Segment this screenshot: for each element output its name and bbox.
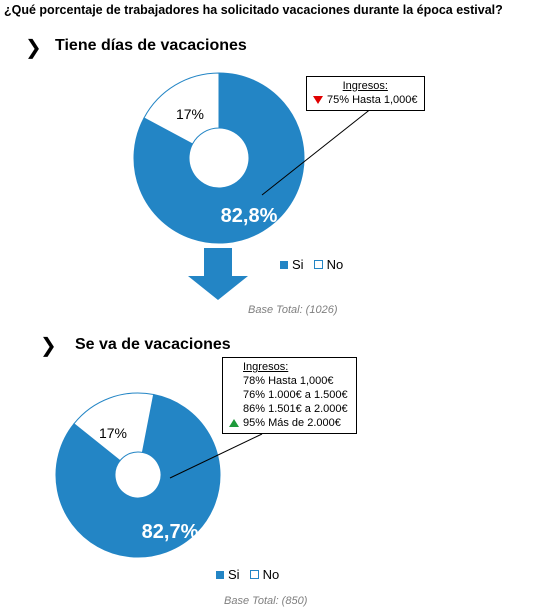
donut-chart-1: 82,8% 17% xyxy=(133,72,305,244)
data-label-si: 82,7% xyxy=(142,521,199,543)
data-label-no: 17% xyxy=(99,425,127,441)
legend-swatch-si xyxy=(280,260,288,269)
callout-title-1: Ingresos: xyxy=(342,80,388,92)
legend-label-no: No xyxy=(326,257,344,272)
base-total-1: Base Total: (1026) xyxy=(248,304,338,316)
section-title-2: Se va de vacaciones xyxy=(75,336,231,353)
slice-no xyxy=(143,72,220,145)
callout-connector-2 xyxy=(169,433,263,479)
callout-box-2: Ingresos: 78% Hasta 1,000€ 76% 1.000€ a … xyxy=(222,357,357,434)
triangle-down-icon xyxy=(313,96,323,105)
legend-1: Si No xyxy=(280,257,343,272)
question-title: ¿Qué porcentaje de trabajadores ha solic… xyxy=(4,3,503,17)
donut-chart-2: 82,7% 17% xyxy=(55,392,221,558)
data-label-si: 82,8% xyxy=(221,205,278,227)
callout-line: 86% 1.501€ a 2.000€ xyxy=(243,403,348,415)
legend-label-si: Si xyxy=(228,567,240,582)
callout-line: 78% Hasta 1,000€ xyxy=(243,375,334,387)
legend-2: Si No xyxy=(216,567,279,582)
callout-connector-1 xyxy=(261,107,373,196)
legend-swatch-no xyxy=(249,570,259,579)
callout-line-text: 95% Más de 2.000€ xyxy=(243,417,341,429)
callout-line-text: 75% Hasta 1,000€ xyxy=(327,94,418,106)
triangle-up-icon xyxy=(229,419,239,428)
section-title-1: Tiene días de vacaciones xyxy=(55,37,247,54)
down-arrow-icon xyxy=(188,248,248,300)
callout-box-1: Ingresos: 75% Hasta 1,000€ xyxy=(306,76,425,111)
data-label-no: 17% xyxy=(176,106,204,122)
chevron-right-icon: ❯ xyxy=(40,333,57,357)
legend-label-no: No xyxy=(262,567,280,582)
callout-line: 95% Más de 2.000€ xyxy=(229,416,348,430)
callout-line: 76% 1.000€ a 1.500€ xyxy=(243,389,348,401)
legend-swatch-si xyxy=(216,570,224,579)
slice-si xyxy=(133,72,305,244)
callout-line: 75% Hasta 1,000€ xyxy=(313,93,418,107)
legend-label-si: Si xyxy=(292,257,304,272)
base-total-2: Base Total: (850) xyxy=(224,595,308,607)
slice-no xyxy=(73,392,155,462)
callout-title-2: Ingresos: xyxy=(243,361,289,373)
legend-swatch-no xyxy=(313,260,323,269)
slice-si xyxy=(55,393,221,558)
chevron-right-icon: ❯ xyxy=(25,35,42,59)
